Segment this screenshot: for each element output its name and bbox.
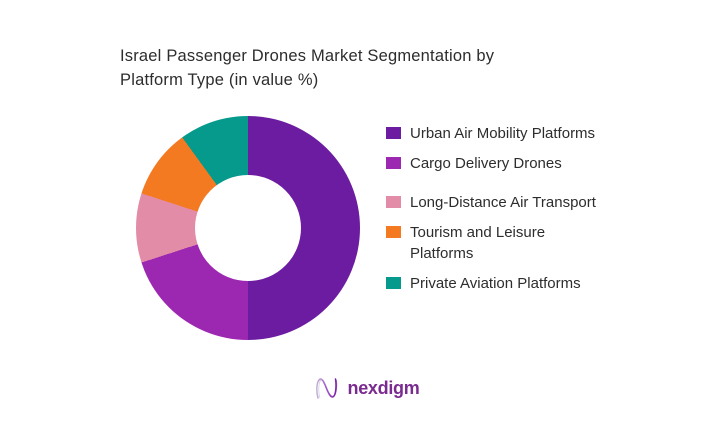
legend-item: Cargo Delivery Drones	[386, 153, 611, 174]
legend: Urban Air Mobility Platforms Cargo Delive…	[386, 123, 611, 294]
legend-swatch	[386, 157, 401, 169]
legend-swatch	[386, 226, 401, 238]
legend-item: Urban Air Mobility Platforms	[386, 123, 611, 144]
legend-swatch	[386, 127, 401, 139]
nexdigm-n-icon	[315, 378, 337, 399]
legend-item: Tourism and Leisure Platforms	[386, 222, 611, 264]
legend-item: Long-Distance Air Transport	[386, 192, 611, 213]
legend-label: Long-Distance Air Transport	[410, 194, 596, 211]
donut-hole	[195, 175, 301, 281]
donut-chart	[136, 116, 360, 340]
nexdigm-logo: nexdigm	[14, 373, 703, 403]
legend-label: Cargo Delivery Drones	[410, 155, 562, 172]
chart-title: Israel Passenger Drones Market Segmentat…	[120, 47, 495, 89]
legend-label: Urban Air Mobility Platforms	[410, 125, 596, 142]
legend-swatch	[386, 196, 401, 208]
nexdigm-wordmark: nexdigm	[347, 377, 420, 398]
legend-item: Private Aviation Platforms	[386, 273, 611, 294]
legend-swatch	[386, 277, 401, 289]
legend-label: Tourism and Leisure Platforms	[410, 224, 546, 262]
legend-label: Private Aviation Platforms	[410, 275, 581, 292]
